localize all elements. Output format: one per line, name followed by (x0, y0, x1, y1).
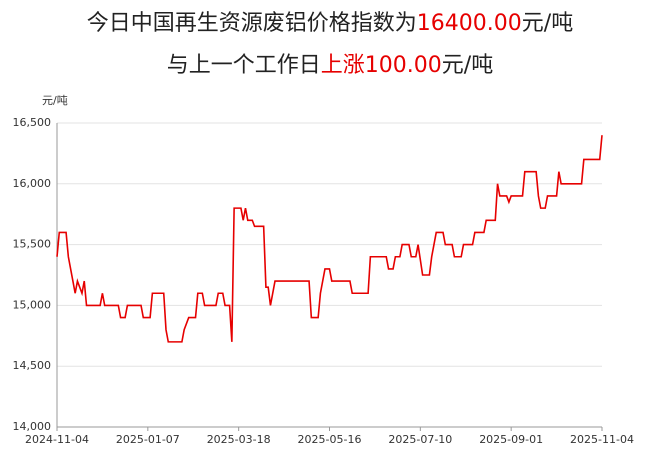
chart-title: 今日中国再生资源废铝价格指数为16400.00元/吨 (87, 11, 573, 36)
y-tick-label: 16,000 (13, 177, 52, 190)
x-tick-label: 2024-11-04 (25, 433, 89, 446)
y-tick-label: 14,500 (13, 359, 52, 372)
subtitle-part: 上涨100.00 (321, 53, 442, 78)
x-tick-label: 2025-11-04 (570, 433, 634, 446)
x-tick-label: 2025-07-10 (388, 433, 452, 446)
y-tick-label: 14,000 (13, 420, 52, 433)
y-axis-label: 元/吨 (42, 94, 68, 107)
x-tick-label: 2025-09-01 (479, 433, 543, 446)
y-tick-label: 15,000 (13, 298, 52, 311)
y-tick-label: 16,500 (13, 116, 52, 129)
y-tick-label: 15,500 (13, 238, 52, 251)
subtitle-part: 与上一个工作日 (167, 53, 321, 78)
x-tick-label: 2025-05-16 (298, 433, 362, 446)
subtitle-part: 元/吨 (442, 53, 493, 78)
x-tick-label: 2025-01-07 (116, 433, 180, 446)
title-part: 元/吨 (522, 11, 573, 36)
title-part: 今日中国再生资源废铝价格指数为 (87, 11, 417, 36)
chart-subtitle: 与上一个工作日上涨100.00元/吨 (167, 53, 493, 78)
x-tick-label: 2025-03-18 (207, 433, 271, 446)
price-line (56, 135, 603, 343)
title-part: 16400.00 (417, 11, 522, 36)
